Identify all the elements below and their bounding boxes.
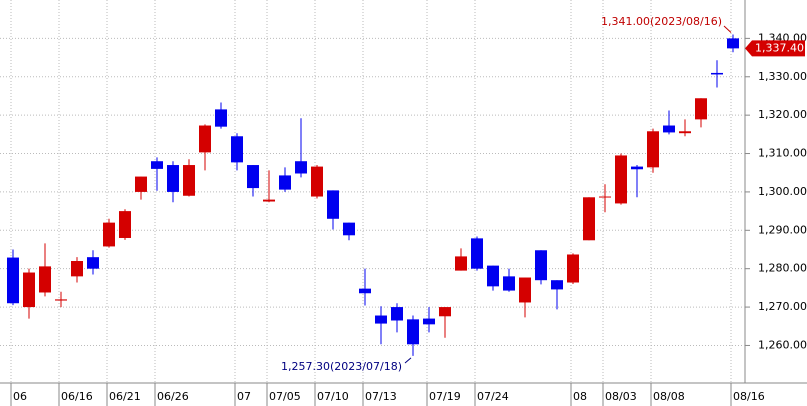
x-tick-label: 08/03 bbox=[605, 390, 637, 403]
candle-body bbox=[167, 165, 179, 192]
candle-body bbox=[599, 196, 611, 198]
candle-body bbox=[263, 199, 275, 202]
candle-body bbox=[295, 161, 307, 174]
candle-body bbox=[183, 165, 195, 196]
candle-body bbox=[103, 222, 115, 247]
candle-body bbox=[695, 98, 707, 120]
candle-body bbox=[711, 72, 723, 75]
candle-body bbox=[231, 136, 243, 163]
annotation-arrow bbox=[404, 357, 412, 364]
annotation-arrow bbox=[723, 25, 732, 33]
y-tick-label: 1,300.00 bbox=[758, 185, 807, 198]
candle-body bbox=[631, 166, 643, 170]
candle-body bbox=[311, 166, 323, 197]
candle-body bbox=[119, 211, 131, 238]
y-tick-label: 1,330.00 bbox=[758, 70, 807, 83]
candle-body bbox=[535, 250, 547, 281]
candle-body bbox=[135, 176, 147, 192]
candle-body bbox=[663, 125, 675, 133]
candle-body bbox=[55, 299, 67, 301]
candle-body bbox=[247, 165, 259, 189]
candle-body bbox=[359, 288, 371, 294]
candle-body bbox=[647, 131, 659, 168]
candle-body bbox=[407, 319, 419, 345]
y-tick-label: 1,260.00 bbox=[758, 338, 807, 351]
candle-body bbox=[199, 125, 211, 153]
annotation: 1,257.30(2023/07/18) bbox=[281, 360, 402, 373]
candle-body bbox=[87, 257, 99, 269]
x-tick-label: 06/16 bbox=[61, 390, 93, 403]
candle-body bbox=[503, 276, 515, 291]
candle-body bbox=[343, 222, 355, 236]
candle-body bbox=[519, 277, 531, 303]
candle-body bbox=[71, 261, 83, 277]
candle-body bbox=[567, 254, 579, 283]
x-tick-label: 06/26 bbox=[157, 390, 189, 403]
candle-body bbox=[279, 175, 291, 190]
candle-body bbox=[375, 315, 387, 324]
candle-body bbox=[455, 256, 467, 271]
candle-body bbox=[615, 155, 627, 204]
annotation: 1,341.00(2023/08/16) bbox=[601, 15, 722, 28]
x-tick-label: 06/21 bbox=[109, 390, 141, 403]
x-tick-label: 07/05 bbox=[269, 390, 301, 403]
candle-body bbox=[7, 257, 19, 304]
x-tick-label: 08 bbox=[573, 390, 587, 403]
x-tick-label: 07 bbox=[237, 390, 251, 403]
x-tick-label: 06 bbox=[13, 390, 27, 403]
last-price-tag bbox=[745, 40, 805, 57]
candle-body bbox=[423, 318, 435, 325]
x-tick-label: 07/10 bbox=[317, 390, 349, 403]
y-tick-label: 1,320.00 bbox=[758, 108, 807, 121]
candle-body bbox=[23, 272, 35, 308]
candle-body bbox=[679, 131, 691, 134]
candle-body bbox=[727, 38, 739, 49]
y-tick-label: 1,310.00 bbox=[758, 147, 807, 160]
last-price-label: 1,337.40 bbox=[755, 41, 804, 54]
x-tick-label: 07/19 bbox=[429, 390, 461, 403]
candle-body bbox=[471, 238, 483, 269]
x-tick-label: 07/24 bbox=[477, 390, 509, 403]
y-tick-label: 1,270.00 bbox=[758, 300, 807, 313]
candle-body bbox=[487, 265, 499, 287]
x-tick-label: 07/13 bbox=[365, 390, 397, 403]
candle-body bbox=[39, 266, 51, 293]
y-tick-label: 1,290.00 bbox=[758, 223, 807, 236]
x-tick-label: 08/16 bbox=[733, 390, 765, 403]
candle-body bbox=[583, 197, 595, 241]
y-tick-label: 1,280.00 bbox=[758, 262, 807, 275]
candle-body bbox=[215, 109, 227, 127]
candle-body bbox=[151, 161, 163, 169]
candle-body bbox=[391, 307, 403, 321]
candle-body bbox=[439, 307, 451, 317]
candle-body bbox=[551, 280, 563, 290]
candle-body bbox=[327, 190, 339, 219]
x-tick-label: 08/08 bbox=[653, 390, 685, 403]
